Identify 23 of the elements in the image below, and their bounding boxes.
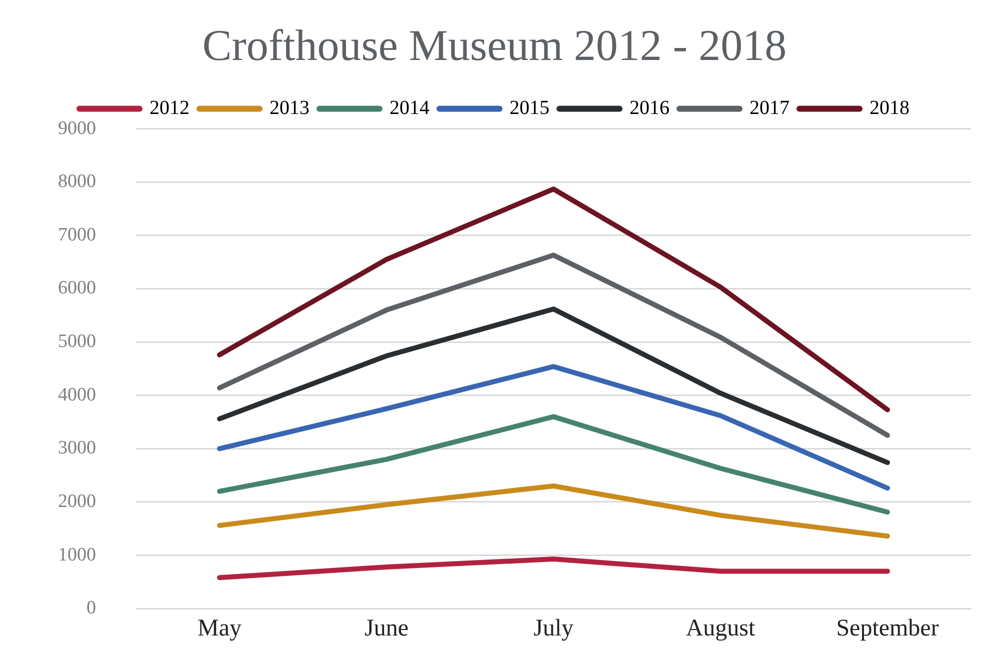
legend-label: 2016 [630, 97, 670, 120]
y-tick-label: 3000 [58, 438, 96, 459]
x-tick-label: September [836, 615, 939, 642]
x-tick-label: June [364, 615, 408, 642]
y-tick-label: 2000 [58, 490, 96, 512]
legend-label: 2018 [870, 97, 910, 120]
y-tick-label: 9000 [58, 118, 96, 139]
y-tick-label: 6000 [58, 278, 96, 299]
y-tick-label: 1000 [58, 544, 96, 566]
legend-label: 2015 [510, 97, 550, 120]
legend-label: 2013 [270, 97, 310, 120]
x-tick-label: May [198, 615, 242, 642]
y-tick-label: 0 [86, 598, 96, 619]
legend-label: 2012 [150, 97, 190, 120]
legend-label: 2017 [750, 97, 790, 120]
x-tick-label: July [533, 615, 574, 642]
y-tick-label: 4000 [58, 384, 96, 406]
y-tick-label: 8000 [58, 171, 96, 192]
x-tick-label: August [686, 615, 756, 642]
legend-label: 2014 [390, 97, 430, 120]
y-tick-label: 5000 [58, 331, 96, 352]
y-tick-label: 7000 [58, 224, 96, 246]
chart-title: Crofthouse Museum 2012 - 2018 [202, 20, 787, 70]
